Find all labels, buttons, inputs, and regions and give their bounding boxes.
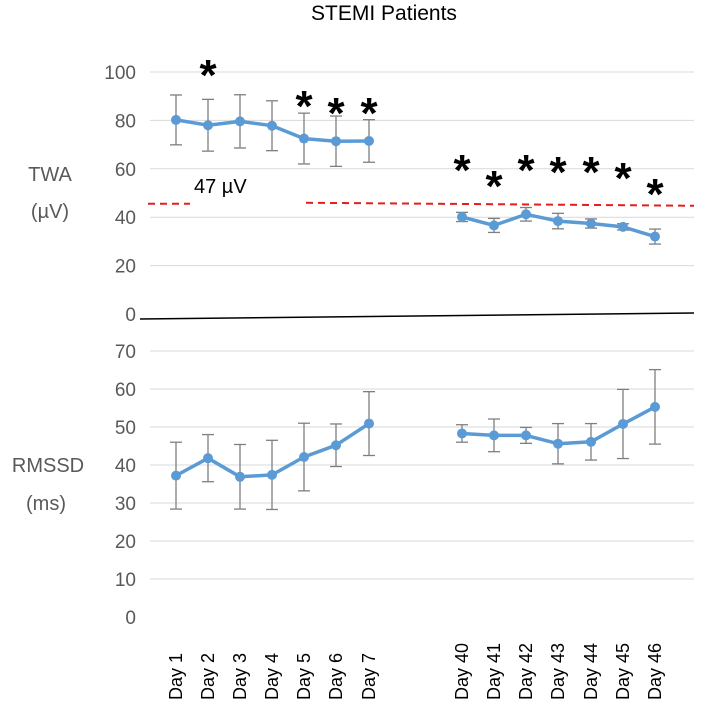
- twa-ytick-label: 80: [115, 111, 136, 132]
- twa-data-point: [553, 216, 563, 227]
- panel-divider-line: [139, 312, 695, 320]
- rmssd-ylabel-line2: (ms): [26, 493, 66, 515]
- rmssd-data-point: [586, 436, 596, 447]
- twa-data-point: [331, 136, 341, 147]
- twa-ylabel-line2: (µV): [31, 201, 69, 223]
- rmssd-ytick-label: 40: [115, 456, 136, 477]
- rmssd-ytick-label: 70: [115, 342, 136, 363]
- significance-star: *: [549, 148, 567, 197]
- twa-data-point: [203, 120, 213, 131]
- twa-data-point: [299, 133, 309, 144]
- rmssd-data-point: [267, 469, 277, 480]
- twa-data-point: [521, 209, 531, 220]
- rmssd-data-point: [521, 430, 531, 441]
- x-tick-label: Day 43: [548, 643, 568, 700]
- x-tick-label: Day 6: [326, 653, 346, 700]
- twa-ytick-label: 40: [115, 208, 136, 229]
- rmssd-data-point: [203, 453, 213, 464]
- twa-data-point: [267, 120, 277, 131]
- twa-data-point: [650, 231, 660, 242]
- significance-star: *: [485, 162, 503, 211]
- twa-data-point: [457, 211, 467, 222]
- rmssd-data-point: [235, 471, 245, 482]
- significance-star: *: [327, 89, 345, 138]
- x-tick-label: Day 7: [359, 653, 379, 700]
- twa-data-point: [235, 116, 245, 127]
- significance-star: *: [295, 82, 313, 131]
- significance-star: *: [360, 89, 378, 138]
- x-tick-label: Day 40: [452, 643, 472, 700]
- significance-star: *: [582, 148, 600, 197]
- rmssd-data-point: [650, 401, 660, 412]
- significance-star: *: [646, 170, 664, 219]
- rmssd-ytick-label: 50: [115, 418, 136, 439]
- rmssd-data-point: [331, 440, 341, 451]
- twa-ytick-label: 60: [115, 160, 136, 181]
- significance-star: *: [453, 146, 471, 195]
- x-tick-label: Day 2: [198, 653, 218, 700]
- x-tick-label: Day 44: [581, 643, 601, 700]
- twa-data-point: [489, 220, 499, 231]
- twa-ytick-label: 0: [125, 305, 136, 326]
- rmssd-data-point: [364, 418, 374, 429]
- rmssd-ytick-label: 30: [115, 494, 136, 515]
- twa-data-point: [364, 135, 374, 146]
- twa-ytick-label: 20: [115, 257, 136, 278]
- x-tick-label: Day 46: [645, 643, 665, 700]
- x-tick-label: Day 3: [230, 653, 250, 700]
- twa-data-point: [586, 218, 596, 229]
- significance-star: *: [614, 154, 632, 203]
- twa-ylabel-line1: TWA: [28, 164, 72, 186]
- data-layer: 0 20 40 60 80 100 * * * * * * * * * * * 0 10 20 30 40 50 60 70 Da…: [104, 51, 695, 700]
- rmssd-ytick-label: 10: [115, 570, 136, 591]
- rmssd-data-point: [618, 418, 628, 429]
- significance-star: *: [517, 146, 535, 195]
- x-tick-label: Day 5: [294, 653, 314, 700]
- threshold-line-right: [305, 201, 695, 207]
- rmssd-data-point: [489, 430, 499, 441]
- x-tick-label: Day 4: [262, 653, 282, 700]
- rmssd-data-point: [299, 452, 309, 463]
- significance-star: *: [199, 51, 217, 100]
- rmssd-data-point: [553, 438, 563, 449]
- x-tick-label: Day 1: [166, 653, 186, 700]
- chart-title: STEMI Patients: [311, 2, 457, 25]
- rmssd-data-point: [171, 470, 181, 481]
- rmssd-ytick-label: 60: [115, 380, 136, 401]
- rmssd-ytick-label: 0: [125, 608, 136, 629]
- twa-data-point: [171, 114, 181, 125]
- twa-data-point: [618, 221, 628, 232]
- threshold-label: 47 µV: [194, 176, 247, 198]
- x-tick-label: Day 45: [613, 643, 633, 700]
- x-tick-label: Day 42: [516, 643, 536, 700]
- rmssd-ytick-label: 20: [115, 532, 136, 553]
- twa-ytick-label: 100: [104, 63, 136, 84]
- x-tick-label: Day 41: [484, 643, 504, 700]
- rmssd-ylabel-line1: RMSSD: [12, 455, 84, 477]
- rmssd-data-point: [457, 428, 467, 439]
